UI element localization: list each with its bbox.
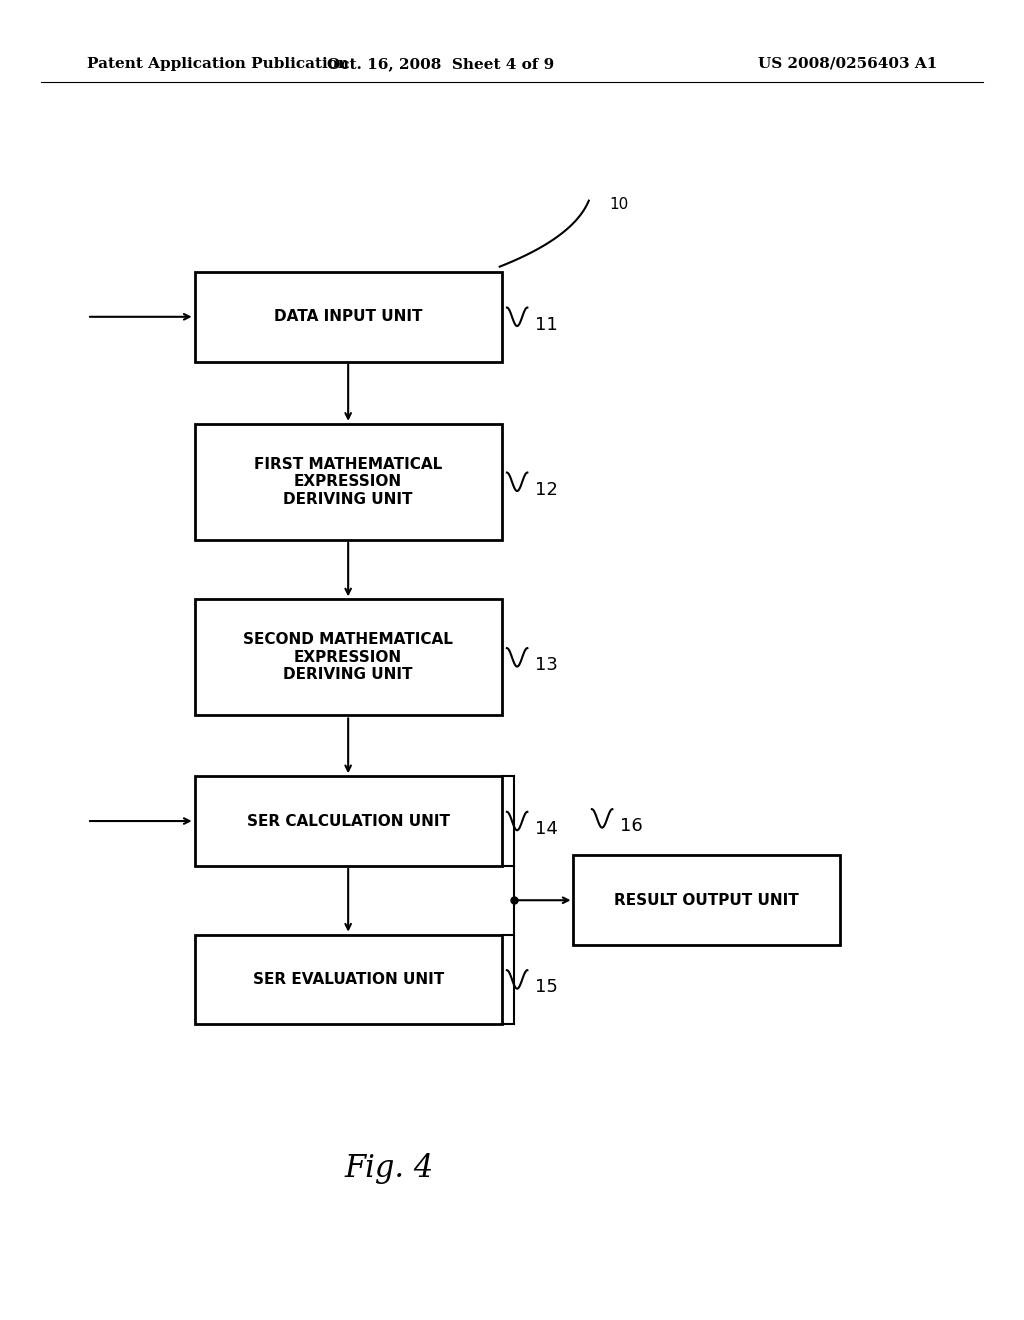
Text: Fig. 4: Fig. 4 bbox=[344, 1152, 434, 1184]
FancyBboxPatch shape bbox=[195, 424, 502, 540]
FancyBboxPatch shape bbox=[195, 935, 502, 1024]
FancyBboxPatch shape bbox=[195, 599, 502, 715]
FancyBboxPatch shape bbox=[195, 776, 502, 866]
Text: FIRST MATHEMATICAL
EXPRESSION
DERIVING UNIT: FIRST MATHEMATICAL EXPRESSION DERIVING U… bbox=[254, 457, 442, 507]
Text: 16: 16 bbox=[620, 817, 642, 836]
Text: 13: 13 bbox=[535, 656, 557, 675]
Text: US 2008/0256403 A1: US 2008/0256403 A1 bbox=[758, 57, 937, 71]
Text: 12: 12 bbox=[535, 480, 557, 499]
Text: Patent Application Publication: Patent Application Publication bbox=[87, 57, 349, 71]
Text: RESULT OUTPUT UNIT: RESULT OUTPUT UNIT bbox=[614, 892, 799, 908]
Text: 14: 14 bbox=[535, 820, 557, 838]
Text: 10: 10 bbox=[609, 197, 629, 213]
Text: SER CALCULATION UNIT: SER CALCULATION UNIT bbox=[247, 813, 450, 829]
FancyBboxPatch shape bbox=[195, 272, 502, 362]
Text: SECOND MATHEMATICAL
EXPRESSION
DERIVING UNIT: SECOND MATHEMATICAL EXPRESSION DERIVING … bbox=[244, 632, 453, 682]
Text: DATA INPUT UNIT: DATA INPUT UNIT bbox=[273, 309, 423, 325]
FancyBboxPatch shape bbox=[573, 855, 840, 945]
Text: 11: 11 bbox=[535, 315, 557, 334]
Text: SER EVALUATION UNIT: SER EVALUATION UNIT bbox=[253, 972, 443, 987]
Text: 15: 15 bbox=[535, 978, 557, 997]
Text: Oct. 16, 2008  Sheet 4 of 9: Oct. 16, 2008 Sheet 4 of 9 bbox=[327, 57, 554, 71]
